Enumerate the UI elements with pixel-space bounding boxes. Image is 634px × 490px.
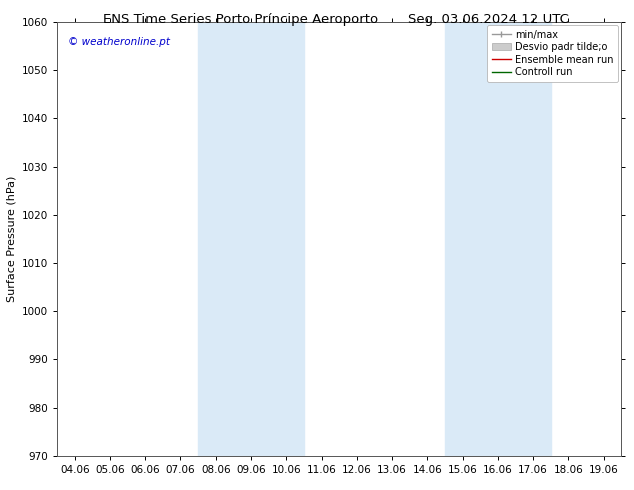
Y-axis label: Surface Pressure (hPa): Surface Pressure (hPa) xyxy=(6,176,16,302)
Text: ENS Time Series Porto Príncipe Aeroporto: ENS Time Series Porto Príncipe Aeroporto xyxy=(103,13,378,26)
Text: © weatheronline.pt: © weatheronline.pt xyxy=(68,37,171,47)
Text: Seg. 03.06.2024 12 UTC: Seg. 03.06.2024 12 UTC xyxy=(408,13,569,26)
Legend: min/max, Desvio padr tilde;o, Ensemble mean run, Controll run: min/max, Desvio padr tilde;o, Ensemble m… xyxy=(487,25,618,82)
Bar xyxy=(445,22,551,456)
Bar xyxy=(198,22,304,456)
